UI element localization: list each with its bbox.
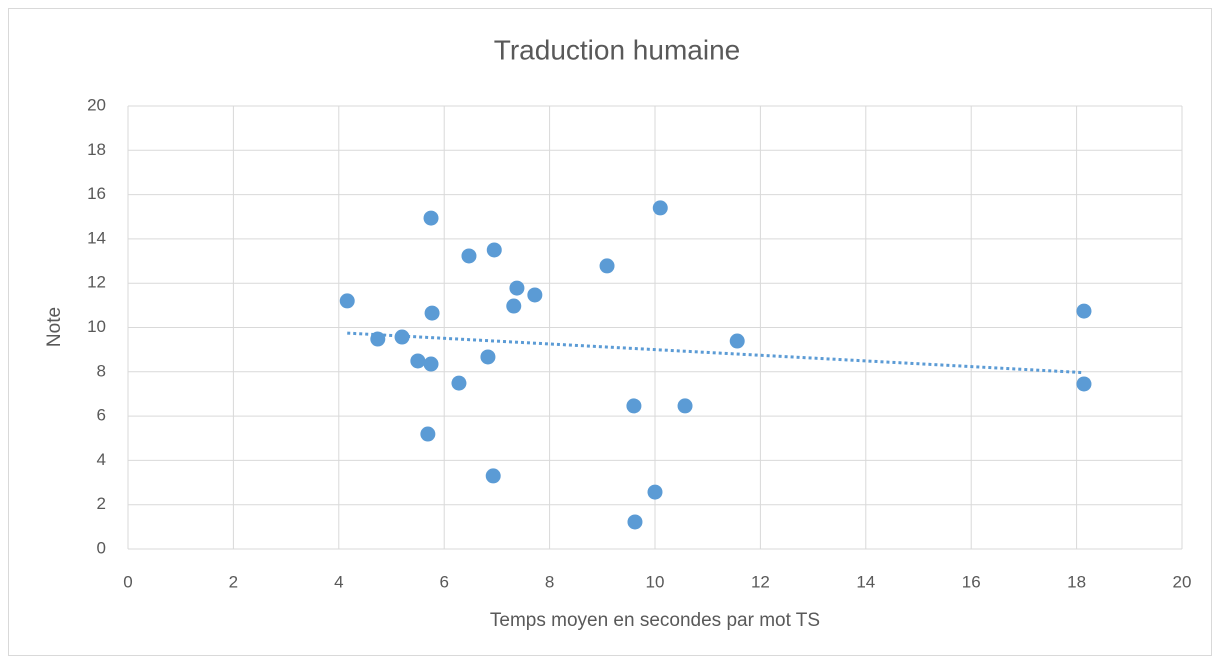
point: [509, 280, 525, 296]
point: [480, 349, 496, 365]
point: [423, 210, 439, 226]
y-tick-label: 6: [97, 406, 106, 425]
point: [506, 298, 522, 314]
y-tick-label: 4: [97, 450, 106, 469]
point: [420, 426, 436, 442]
y-tick-label: 14: [87, 228, 106, 247]
y-tick-label: 8: [97, 361, 106, 380]
point: [486, 242, 502, 258]
point: [626, 398, 642, 414]
y-tick-label: 0: [97, 538, 106, 557]
y-tick-label: 20: [87, 95, 106, 114]
x-tick-label: 0: [123, 572, 132, 591]
point: [451, 375, 467, 391]
point: [652, 200, 668, 216]
trendline: [347, 331, 1085, 375]
y-axis-title: Note: [44, 307, 65, 347]
point: [647, 484, 663, 500]
point: [1076, 303, 1092, 319]
x-tick-label: 8: [545, 572, 554, 591]
x-tick-label: 20: [1173, 572, 1192, 591]
point: [423, 356, 439, 372]
x-axis-title: Temps moyen en secondes par mot TS: [490, 610, 820, 631]
y-tick-label: 16: [87, 184, 106, 203]
x-tick-label: 2: [229, 572, 238, 591]
x-tick-label: 4: [334, 572, 343, 591]
y-tick-label: 2: [97, 494, 106, 513]
point: [599, 258, 615, 274]
point: [410, 353, 426, 369]
chart-title: Traduction humaine: [494, 34, 740, 65]
point: [339, 293, 355, 309]
point: [527, 287, 543, 303]
y-tick-label: 12: [87, 273, 106, 292]
point: [485, 468, 501, 484]
point: [461, 248, 477, 264]
point: [677, 398, 693, 414]
point: [627, 514, 643, 530]
x-tick-label: 12: [751, 572, 770, 591]
y-tick-label: 10: [87, 317, 106, 336]
point: [394, 329, 410, 345]
point: [370, 331, 386, 347]
x-tick-label: 6: [439, 572, 448, 591]
x-tick-label: 10: [646, 572, 665, 591]
x-tick-label: 18: [1067, 572, 1086, 591]
x-tick-label: 14: [856, 572, 875, 591]
x-tick-label: 16: [962, 572, 981, 591]
point: [1076, 376, 1092, 392]
y-tick-label: 18: [87, 140, 106, 159]
point: [729, 333, 745, 349]
chart-border: [8, 8, 1212, 656]
point: [424, 305, 440, 321]
